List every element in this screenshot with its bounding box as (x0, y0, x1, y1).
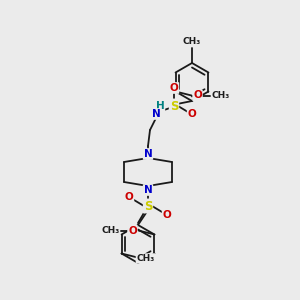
Text: N: N (152, 109, 160, 119)
Text: O: O (193, 91, 202, 100)
Text: S: S (170, 100, 178, 112)
Text: O: O (163, 210, 171, 220)
Text: H: H (156, 101, 164, 111)
Text: CH₃: CH₃ (183, 37, 201, 46)
Text: CH₃: CH₃ (212, 91, 230, 100)
Text: CH₃: CH₃ (136, 254, 155, 263)
Text: O: O (128, 226, 137, 236)
Text: O: O (188, 109, 196, 119)
Text: O: O (169, 83, 178, 93)
Text: N: N (144, 185, 152, 195)
Text: S: S (144, 200, 152, 212)
Text: CH₃: CH₃ (101, 226, 120, 235)
Text: O: O (124, 192, 134, 202)
Text: N: N (144, 149, 152, 159)
